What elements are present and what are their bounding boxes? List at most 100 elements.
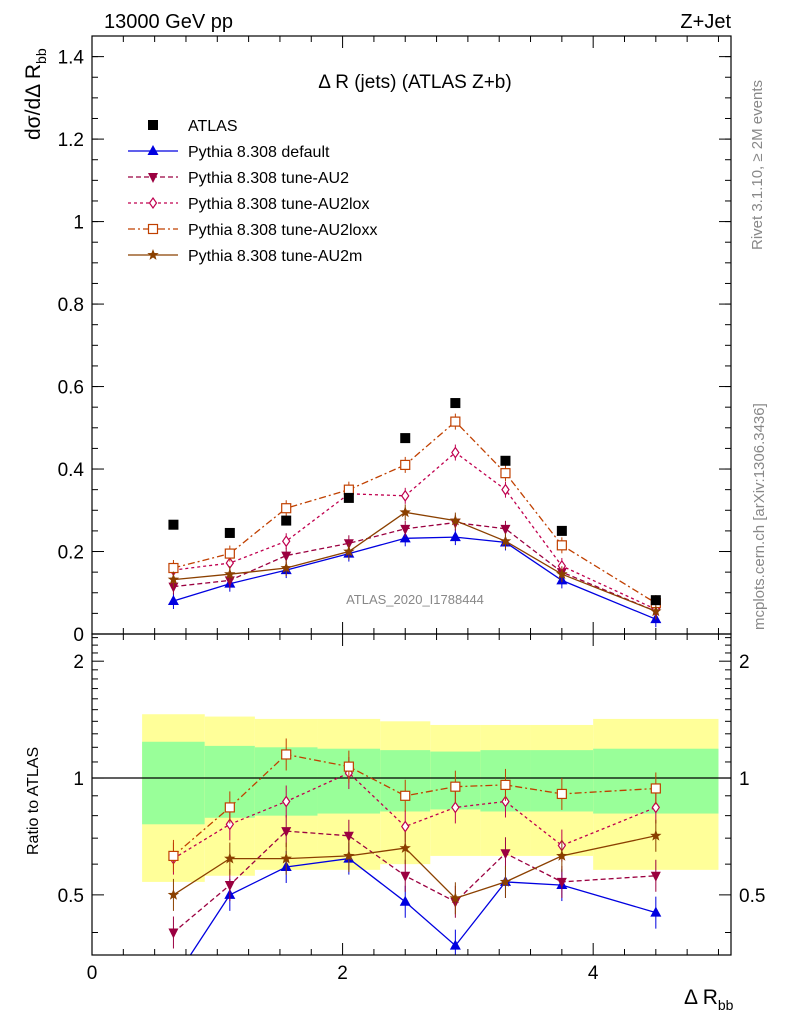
legend-label-pythia-8-308-tune-au2m: Pythia 8.308 tune-AU2m xyxy=(188,248,362,265)
ratio-tick-label-right: 2 xyxy=(739,652,750,673)
ratio-frame xyxy=(91,633,732,956)
point-pythia-8-308-tune-au2lox xyxy=(501,483,510,496)
point-atlas xyxy=(556,525,567,536)
ratio-point-pythia-8-308-default xyxy=(399,895,411,906)
ratio-point-pythia-8-308-tune-au2m xyxy=(280,852,292,864)
series-line-pythia-8-308-tune-au2lox xyxy=(173,451,657,610)
ratio-point-pythia-8-308-tune-au2 xyxy=(556,877,567,888)
point-pythia-8-308-tune-au2loxx xyxy=(400,459,411,471)
ratio-point-pythia-8-308-tune-au2loxx xyxy=(650,783,661,794)
point-pythia-8-308-tune-au2 xyxy=(500,524,511,535)
point-pythia-8-308-default xyxy=(167,595,179,606)
ratio-point-pythia-8-308-tune-au2m xyxy=(224,852,236,864)
ratio-panel: 0.5 0.5 1 1 2 2 0 2 4 xyxy=(58,633,765,985)
point-pythia-8-308-default xyxy=(399,532,411,543)
legend-marker-pythia-8-308-tune-au2m xyxy=(147,249,159,260)
ratio-point-pythia-8-308-tune-au2loxx xyxy=(281,749,292,760)
point-atlas xyxy=(450,398,461,409)
ratio-point-pythia-8-308-tune-au2lox xyxy=(401,820,410,833)
ratio-point-pythia-8-308-default xyxy=(650,906,662,917)
ratio-point-pythia-8-308-tune-au2loxx xyxy=(556,788,567,800)
point-pythia-8-308-tune-au2lox xyxy=(401,489,410,502)
y-tick-label: 1.2 xyxy=(58,130,84,151)
ratio-point-pythia-8-308-tune-au2lox xyxy=(281,795,291,808)
ratio-tick-label-right: 0.5 xyxy=(739,886,765,907)
ratio-point-pythia-8-308-tune-au2 xyxy=(400,871,411,882)
point-atlas xyxy=(400,433,411,444)
ratio-point-pythia-8-308-tune-au2 xyxy=(224,881,235,892)
header-left-label: 13000 GeV pp xyxy=(104,11,233,33)
point-atlas xyxy=(650,595,661,606)
y-tick-label: 1 xyxy=(73,213,84,234)
y-tick-label: 1.4 xyxy=(58,48,85,69)
ratio-point-pythia-8-308-tune-au2 xyxy=(500,849,511,860)
point-pythia-8-308-tune-au2m xyxy=(499,535,512,547)
point-pythia-8-308-default xyxy=(449,531,461,542)
point-pythia-8-308-tune-au2 xyxy=(168,582,179,593)
legend-label-pythia-8-308-tune-au2lox: Pythia 8.308 tune-AU2lox xyxy=(188,196,369,213)
point-pythia-8-308-tune-au2loxx xyxy=(224,548,235,559)
x-axis-label: Δ Rbb xyxy=(684,986,734,1013)
main-panel: 0 0.2 0.4 0.6 0.8 1 1.2 1.4 xyxy=(58,35,732,955)
ratio-point-pythia-8-308-tune-au2m xyxy=(556,849,568,861)
ratio-point-pythia-8-308-tune-au2lox xyxy=(451,801,460,814)
ratio-point-pythia-8-308-tune-au2loxx xyxy=(343,761,354,772)
point-pythia-8-308-tune-au2loxx xyxy=(500,468,511,479)
ratio-point-pythia-8-308-tune-au2m xyxy=(650,829,662,841)
ratio-point-pythia-8-308-default xyxy=(449,939,461,950)
ratio-point-pythia-8-308-tune-au2lox xyxy=(651,801,661,814)
point-atlas xyxy=(343,492,354,503)
header-right-label: Z+Jet xyxy=(680,11,731,33)
legend: ATLAS Pythia 8.308 default Pythia 8.308 tu… xyxy=(128,118,377,265)
ratio-point-pythia-8-308-tune-au2loxx xyxy=(224,802,235,813)
ratio-point-pythia-8-308-tune-au2loxx xyxy=(450,781,461,792)
ratio-line-pythia-8-308-default xyxy=(189,857,656,955)
legend-marker-pythia-8-308-tune-au2lox xyxy=(148,196,158,210)
legend-label-pythia-8-308-tune-au2loxx: Pythia 8.308 tune-AU2loxx xyxy=(188,222,377,239)
ratio-point-pythia-8-308-tune-au2m xyxy=(343,849,355,861)
point-pythia-8-308-tune-au2loxx xyxy=(343,484,354,495)
legend-marker-pythia-8-308-default xyxy=(147,145,159,155)
point-atlas xyxy=(224,527,235,538)
mcplots-label: mcplots.cern.ch [arXiv:1306.3436] xyxy=(751,403,768,630)
ratio-line-pythia-8-308-tune-au2loxx xyxy=(172,753,656,857)
legend-marker-pythia-8-308-tune-au2loxx xyxy=(147,223,159,235)
ratio-tick-label-right: 1 xyxy=(739,769,750,790)
point-atlas xyxy=(281,515,292,526)
ratio-point-pythia-8-308-tune-au2 xyxy=(281,827,292,838)
ratio-point-pythia-8-308-tune-au2m xyxy=(167,888,180,900)
point-atlas xyxy=(500,455,511,466)
rivet-version-label: Rivet 3.1.10, ≥ 2M events xyxy=(749,80,766,250)
ratio-series-group xyxy=(167,738,662,985)
legend-label-pythia-8-308-tune-au2: Pythia 8.308 tune-AU2 xyxy=(188,170,349,187)
ratio-point-pythia-8-308-default xyxy=(168,975,179,985)
ratio-tick-label: 0.5 xyxy=(58,886,84,907)
ratio-point-pythia-8-308-tune-au2m xyxy=(399,842,411,853)
ratio-point-pythia-8-308-tune-au2loxx xyxy=(168,850,179,862)
ratio-point-pythia-8-308-tune-au2 xyxy=(168,928,179,939)
point-pythia-8-308-tune-au2m xyxy=(280,562,292,573)
ratio-point-pythia-8-308-tune-au2lox xyxy=(501,795,510,808)
ratio-tick-label: 1 xyxy=(73,769,84,790)
y-tick-label: 0.6 xyxy=(58,378,84,399)
main-series-group xyxy=(167,398,662,628)
point-pythia-8-308-tune-au2m xyxy=(343,545,355,557)
ratio-tick-label: 2 xyxy=(73,652,84,673)
ratio-point-pythia-8-308-tune-au2 xyxy=(343,831,354,842)
legend-marker-pythia-8-308-tune-au2 xyxy=(148,173,158,183)
point-pythia-8-308-tune-au2loxx xyxy=(556,540,567,551)
plot-title: Δ R (jets) (ATLAS Z+b) xyxy=(318,72,511,93)
x-tick-label: 0 xyxy=(87,963,98,984)
ratio-point-pythia-8-308-tune-au2lox xyxy=(225,818,235,831)
watermark-label: ATLAS_2020_I1788444 xyxy=(346,592,484,607)
point-pythia-8-308-tune-au2 xyxy=(281,551,292,562)
x-tick-label: 4 xyxy=(588,963,599,984)
y-tick-label: 0.8 xyxy=(58,295,84,316)
point-pythia-8-308-tune-au2lox xyxy=(451,446,460,459)
point-pythia-8-308-tune-au2m xyxy=(650,605,662,617)
y-axis-label: dσ/dΔ Rbb xyxy=(22,48,49,140)
point-pythia-8-308-tune-au2loxx xyxy=(450,416,461,427)
point-pythia-8-308-tune-au2m xyxy=(449,514,462,526)
point-pythia-8-308-tune-au2 xyxy=(400,524,411,535)
point-pythia-8-308-tune-au2m xyxy=(556,568,568,580)
